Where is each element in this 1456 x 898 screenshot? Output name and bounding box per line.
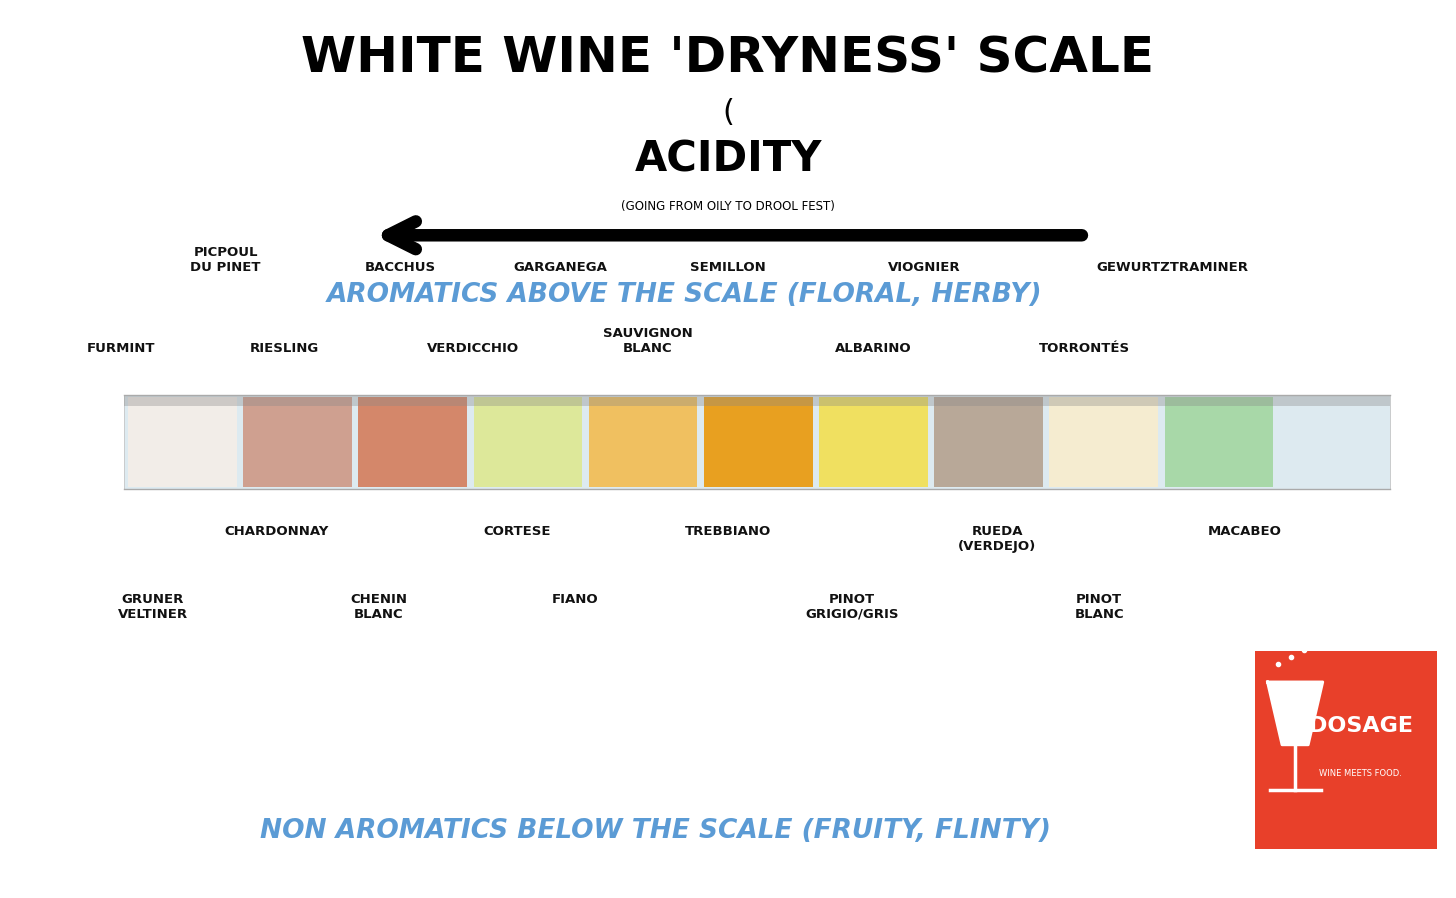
Text: FURMINT: FURMINT xyxy=(86,342,156,355)
FancyBboxPatch shape xyxy=(1050,397,1158,487)
Text: VERDICCHIO: VERDICCHIO xyxy=(427,342,520,355)
FancyBboxPatch shape xyxy=(703,397,812,487)
FancyBboxPatch shape xyxy=(128,397,237,487)
FancyBboxPatch shape xyxy=(820,397,927,487)
Text: CHENIN
BLANC: CHENIN BLANC xyxy=(349,593,408,621)
Text: FIANO: FIANO xyxy=(552,593,598,605)
Text: GARGANEGA: GARGANEGA xyxy=(514,261,607,274)
Text: ACIDITY: ACIDITY xyxy=(635,139,821,180)
FancyBboxPatch shape xyxy=(124,395,1390,406)
Text: WINE MEETS FOOD.: WINE MEETS FOOD. xyxy=(1319,769,1402,778)
FancyBboxPatch shape xyxy=(358,397,467,487)
Text: VIOGNIER: VIOGNIER xyxy=(888,261,961,274)
Text: (: ( xyxy=(722,98,734,127)
Text: PINOT
GRIGIO/GRIS: PINOT GRIGIO/GRIS xyxy=(805,593,898,621)
Text: SAUVIGNON
BLANC: SAUVIGNON BLANC xyxy=(603,327,693,355)
Text: DOSAGE: DOSAGE xyxy=(1309,716,1412,736)
Text: NON AROMATICS BELOW THE SCALE (FRUITY, FLINTY): NON AROMATICS BELOW THE SCALE (FRUITY, F… xyxy=(259,818,1051,843)
Text: RUEDA
(VERDEJO): RUEDA (VERDEJO) xyxy=(958,525,1037,553)
Text: MACABEO: MACABEO xyxy=(1208,525,1281,538)
FancyBboxPatch shape xyxy=(124,395,1390,489)
Text: PICPOUL
DU PINET: PICPOUL DU PINET xyxy=(191,246,261,274)
FancyBboxPatch shape xyxy=(935,397,1042,487)
Text: TREBBIANO: TREBBIANO xyxy=(684,525,772,538)
Text: WHITE WINE 'DRYNESS' SCALE: WHITE WINE 'DRYNESS' SCALE xyxy=(301,34,1155,83)
Text: CHARDONNAY: CHARDONNAY xyxy=(224,525,329,538)
Text: SEMILLON: SEMILLON xyxy=(690,261,766,274)
Text: RIESLING: RIESLING xyxy=(249,342,319,355)
Text: ALBARINO: ALBARINO xyxy=(836,342,911,355)
FancyBboxPatch shape xyxy=(588,397,697,487)
Text: (GOING FROM OILY TO DROOL FEST): (GOING FROM OILY TO DROOL FEST) xyxy=(622,200,834,213)
Text: BACCHUS: BACCHUS xyxy=(365,261,435,274)
FancyBboxPatch shape xyxy=(1165,397,1273,487)
FancyBboxPatch shape xyxy=(1280,397,1388,487)
Polygon shape xyxy=(1267,682,1322,744)
Text: CORTESE: CORTESE xyxy=(483,525,550,538)
FancyBboxPatch shape xyxy=(243,397,352,487)
Text: PINOT
BLANC: PINOT BLANC xyxy=(1075,593,1124,621)
Text: GRUNER
VELTINER: GRUNER VELTINER xyxy=(118,593,188,621)
Text: GEWURTZTRAMINER: GEWURTZTRAMINER xyxy=(1096,261,1248,274)
FancyBboxPatch shape xyxy=(473,397,582,487)
FancyBboxPatch shape xyxy=(1255,651,1437,849)
Text: AROMATICS ABOVE THE SCALE (FLORAL, HERBY): AROMATICS ABOVE THE SCALE (FLORAL, HERBY… xyxy=(326,282,1042,307)
Text: TORRONTÉS: TORRONTÉS xyxy=(1040,342,1130,355)
